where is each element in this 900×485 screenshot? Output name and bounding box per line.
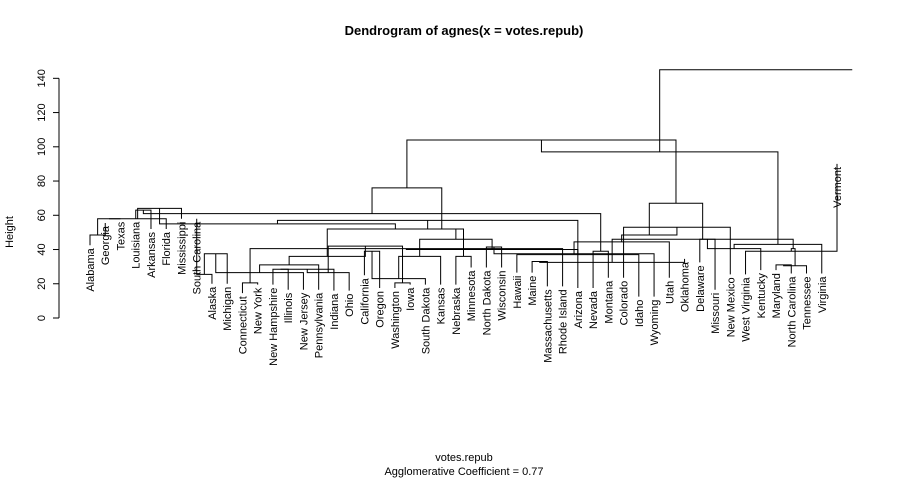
merge-link [783,264,808,274]
y-tick-label: 80 [36,175,48,187]
leaf-label: Kansas [436,287,448,324]
leaf-label: Nebraska [451,287,463,335]
leaf-label: New Hampshire [268,288,280,366]
merge-link [394,282,411,289]
y-tick-label: 0 [36,315,48,321]
leaf-label: Connecticut [237,296,249,354]
leaf-label: Oklahoma [680,261,692,312]
leaf-label: Rhode Island [558,289,570,354]
leaf-label: Indiana [329,293,341,330]
leaf-label: Vermont [832,167,844,208]
x-axis-label: votes.repub [435,452,492,464]
leaf-label: Kentucky [756,273,768,319]
merge-link [419,238,493,257]
leaf-label: Illinois [283,292,295,323]
merge-link [326,228,465,257]
leaf-label: Wisconsin [497,270,509,320]
leaf-label: New York [253,287,265,334]
merge-link [745,163,838,275]
merge-link [659,69,853,152]
leaf-label: New Jersey [298,292,310,350]
leaf-label: Mississippi [176,222,188,275]
leaf-label: West Virginia [741,276,753,341]
merge-link [398,255,442,285]
leaf-label: Missouri [710,293,722,334]
leaf-label: Montana [603,280,615,324]
leaf-label: South Carolina [192,221,204,295]
y-axis-label: Height [4,216,16,248]
leaf-label: New Mexico [725,277,737,337]
leaf-label: Maine [527,276,539,306]
merge-link [371,187,443,229]
leaf-label: Delaware [695,265,707,311]
leaf-label: Georgia [100,225,112,265]
leaf-label: North Dakota [481,270,493,336]
leaf-label: Iowa [405,287,417,311]
leaf-label: Texas [115,221,127,250]
leaf-label: Virginia [817,276,829,313]
leaf-label: Colorado [619,281,631,326]
merge-link [540,139,779,245]
leaf-label: Florida [161,231,173,266]
leaf-label: Michigan [222,287,234,331]
y-tick-label: 100 [36,138,48,156]
leaf-label: Washington [390,291,402,349]
leaf-label: South Dakota [420,287,432,355]
leaf-label: Massachusetts [542,289,554,363]
leaf-label: Wyoming [649,300,661,346]
merge-link [648,202,704,240]
leaf-label: Utah [664,281,676,304]
leaf-label: Tennessee [802,276,814,329]
agglomerative-coefficient-label: Agglomerative Coefficient = 0.77 [384,466,543,478]
leaf-label: Maryland [771,273,783,318]
merge-link [280,268,335,291]
leaf-label: North Carolina [786,276,798,348]
leaf-label: Idaho [634,300,646,328]
chart-title: Dendrogram of agnes(x = votes.repub) [345,23,584,38]
leaf-label: Alabama [85,247,97,291]
leaf-label: Oregon [375,291,387,328]
y-axis: 0 20 40 60 80 100 120 140 [36,69,60,321]
leaf-label: Minnesota [466,270,478,322]
y-tick-label: 120 [36,103,48,121]
y-tick-label: 20 [36,278,48,290]
leaf-label: Alaska [207,286,219,320]
merge-link [142,210,602,252]
merge-link [573,241,670,278]
leaf-label: California [359,277,371,324]
y-tick-label: 40 [36,243,48,255]
leaf-label: Arkansas [146,231,158,277]
leaf-label: Ohio [344,294,356,317]
leaf-label: Louisiana [131,221,143,269]
merge-link [109,218,167,229]
leaf-label: Pennsylvania [314,292,326,358]
y-tick-label: 60 [36,209,48,221]
y-tick-label: 140 [36,69,48,87]
dendrogram-tree [89,69,853,297]
merge-link [259,264,320,290]
leaf-label: Arizona [573,290,585,328]
leaf-label: Nevada [588,290,600,329]
leaf-label: Hawaii [512,276,524,309]
